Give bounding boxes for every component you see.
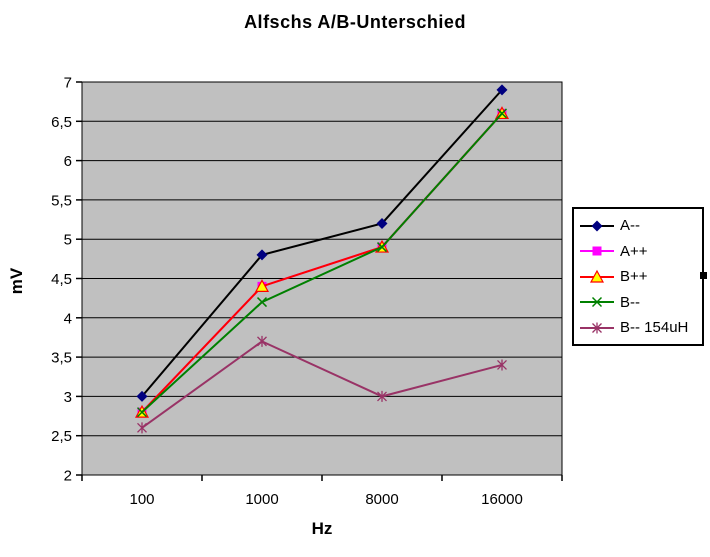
diamond-marker-icon <box>376 217 388 229</box>
x-tick-label: 8000 <box>365 491 398 508</box>
x-marker-icon <box>591 296 603 308</box>
y-tick-label: 3 <box>64 389 72 406</box>
legend-label: B-- <box>620 293 640 311</box>
y-tick-label: 6 <box>64 153 72 170</box>
star-marker-icon <box>592 322 602 333</box>
legend-item-A++: A++ <box>579 239 702 263</box>
star-marker-icon <box>377 390 387 402</box>
triangle-marker-icon <box>589 269 605 283</box>
legend-item-B++: B++ <box>579 265 702 289</box>
y-tick-label: 4,5 <box>51 271 72 288</box>
diamond-marker-icon <box>591 220 603 231</box>
x-marker-icon <box>496 108 508 119</box>
x-marker-icon <box>256 297 268 308</box>
y-tick-label: 4 <box>64 310 72 327</box>
x-marker-icon <box>136 407 148 418</box>
star-marker-icon <box>497 359 507 371</box>
diamond-marker-icon <box>136 390 148 402</box>
x-marker-icon <box>376 242 388 253</box>
square-legend-marker-icon <box>580 246 614 256</box>
series-line-B-- <box>141 112 503 413</box>
star-marker-icon <box>257 335 267 347</box>
y-tick-label: 5,5 <box>51 192 72 209</box>
series-line-A-- <box>141 89 503 398</box>
triangle-legend-marker-icon <box>580 269 614 283</box>
y-tick-label: 2,5 <box>51 428 72 445</box>
star-marker-icon <box>137 422 147 434</box>
chart-title: Alfschs A/B-Unterschied <box>244 12 466 32</box>
selection-handle <box>700 272 707 279</box>
legend-label: B++ <box>620 268 648 285</box>
triangle-marker-icon <box>254 279 270 292</box>
legend-item-A--: A-- <box>579 214 702 238</box>
square-marker-icon <box>592 246 602 256</box>
y-tick-label: 5 <box>64 232 72 249</box>
x-axis-label: Hz <box>311 519 333 538</box>
legend-item-B--: B-- <box>579 290 702 314</box>
y-tick-label: 6,5 <box>51 114 72 131</box>
x-tick-label: 100 <box>129 491 154 508</box>
diamond-marker-icon <box>256 249 268 261</box>
series-line-B---154uH <box>141 340 503 429</box>
y-tick-label: 3,5 <box>51 350 72 367</box>
x-tick-label: 1000 <box>245 491 278 508</box>
star-legend-marker-icon <box>580 322 614 333</box>
legend-label: A++ <box>620 242 648 260</box>
diamond-marker-icon <box>496 84 508 96</box>
x-legend-marker-icon <box>580 296 614 308</box>
y-tick-label: 7 <box>64 75 72 92</box>
y-axis-label: mV <box>7 267 26 295</box>
legend-label: B-- 154uH <box>620 319 689 336</box>
x-tick-label: 16000 <box>481 491 523 508</box>
y-tick-label: 2 <box>64 468 72 485</box>
legend: A-- A++ B++ B-- B-- 154uH <box>572 207 704 346</box>
legend-item-B---154uH: B-- 154uH <box>579 316 702 340</box>
legend-label: A-- <box>620 217 640 234</box>
diamond-legend-marker-icon <box>580 220 614 231</box>
